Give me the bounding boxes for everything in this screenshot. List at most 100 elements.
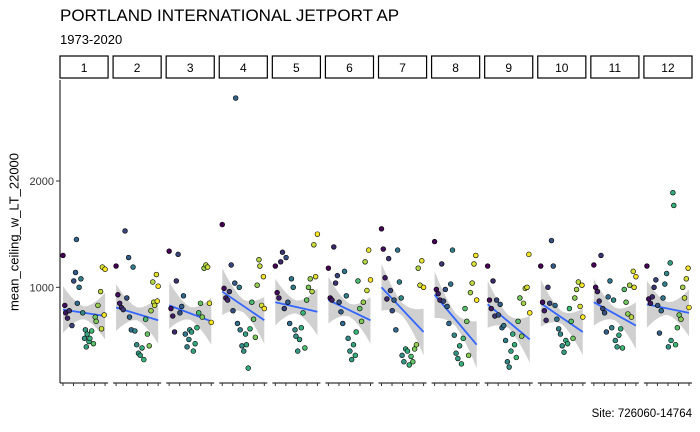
data-point [504, 359, 511, 365]
data-point [312, 273, 319, 280]
data-point [550, 263, 556, 269]
data-point [401, 359, 407, 365]
data-point [307, 276, 313, 282]
data-point [177, 310, 183, 316]
data-point [175, 251, 181, 258]
data-point [681, 295, 688, 301]
data-point [686, 304, 692, 311]
data-point [501, 322, 507, 329]
data-point [256, 256, 262, 263]
data-point [83, 344, 89, 350]
data-point [192, 340, 198, 347]
data-point [555, 326, 562, 332]
data-point [69, 322, 75, 329]
data-point [144, 331, 151, 337]
data-point [113, 263, 119, 269]
data-point [665, 344, 672, 350]
data-point [465, 352, 472, 359]
data-point [464, 318, 470, 325]
data-point [64, 315, 71, 321]
data-point [616, 332, 622, 338]
data-point [391, 297, 397, 303]
data-point [399, 352, 405, 359]
data-point [644, 263, 650, 269]
data-point [490, 278, 496, 284]
data-point [90, 340, 97, 347]
data-point [513, 354, 520, 361]
data-point [456, 343, 463, 349]
facet-strip-label: 5 [293, 61, 300, 75]
data-point [285, 299, 291, 305]
data-point [340, 320, 346, 327]
data-point [384, 296, 390, 302]
trend-line [433, 294, 478, 346]
data-point [617, 326, 624, 332]
data-point [410, 359, 416, 365]
data-point [126, 314, 133, 320]
data-point [257, 263, 263, 269]
facet-strip [643, 55, 693, 79]
data-point [473, 252, 479, 259]
data-point [662, 281, 668, 287]
data-point [469, 280, 475, 286]
data-point [154, 298, 160, 304]
data-point [97, 288, 104, 295]
data-point [252, 334, 259, 340]
data-point [295, 348, 301, 354]
facet-strip [271, 55, 322, 79]
data-point [125, 254, 132, 261]
data-point [406, 362, 412, 368]
data-point [473, 297, 480, 303]
data-point [196, 310, 202, 316]
data-point [224, 297, 231, 303]
data-point [471, 261, 477, 267]
data-point [236, 284, 242, 291]
data-point [281, 305, 287, 312]
y-tick-label: 1000 [30, 282, 54, 294]
data-point [150, 279, 156, 285]
data-point [102, 266, 108, 272]
trend-line [380, 286, 425, 333]
data-point [557, 331, 564, 337]
data-point [440, 298, 447, 304]
data-point [329, 297, 335, 303]
data-point [462, 305, 468, 312]
data-point [594, 288, 601, 295]
facet-strip [484, 55, 534, 79]
data-point [286, 320, 293, 327]
data-point [671, 202, 677, 209]
trend-line [593, 301, 637, 327]
data-point [358, 318, 365, 325]
data-point [76, 284, 82, 291]
data-point [254, 282, 260, 288]
data-point [579, 282, 585, 288]
data-point [653, 277, 659, 283]
data-point [243, 342, 250, 348]
data-point [95, 302, 101, 309]
data-point [660, 295, 666, 301]
data-point [232, 280, 238, 286]
data-point [543, 317, 549, 323]
facet-strip-label: 8 [452, 61, 459, 75]
data-point [591, 262, 597, 268]
data-point [667, 260, 673, 266]
data-point [173, 278, 180, 284]
data-point [506, 364, 512, 370]
facet-strip-label: 9 [505, 61, 512, 75]
data-point [564, 340, 571, 347]
facet-strip [324, 55, 375, 79]
data-point [245, 365, 251, 371]
data-point [570, 335, 576, 342]
data-point [166, 248, 172, 254]
data-point [237, 327, 243, 333]
chart-subtitle: 1973-2020 [60, 32, 123, 47]
data-point [446, 320, 452, 327]
data-point [497, 301, 503, 308]
data-point [81, 335, 88, 342]
data-point [515, 318, 521, 325]
data-point [292, 327, 298, 333]
facet-strip [59, 55, 109, 79]
data-point [170, 313, 176, 319]
data-point [204, 264, 211, 270]
data-point [283, 254, 289, 261]
